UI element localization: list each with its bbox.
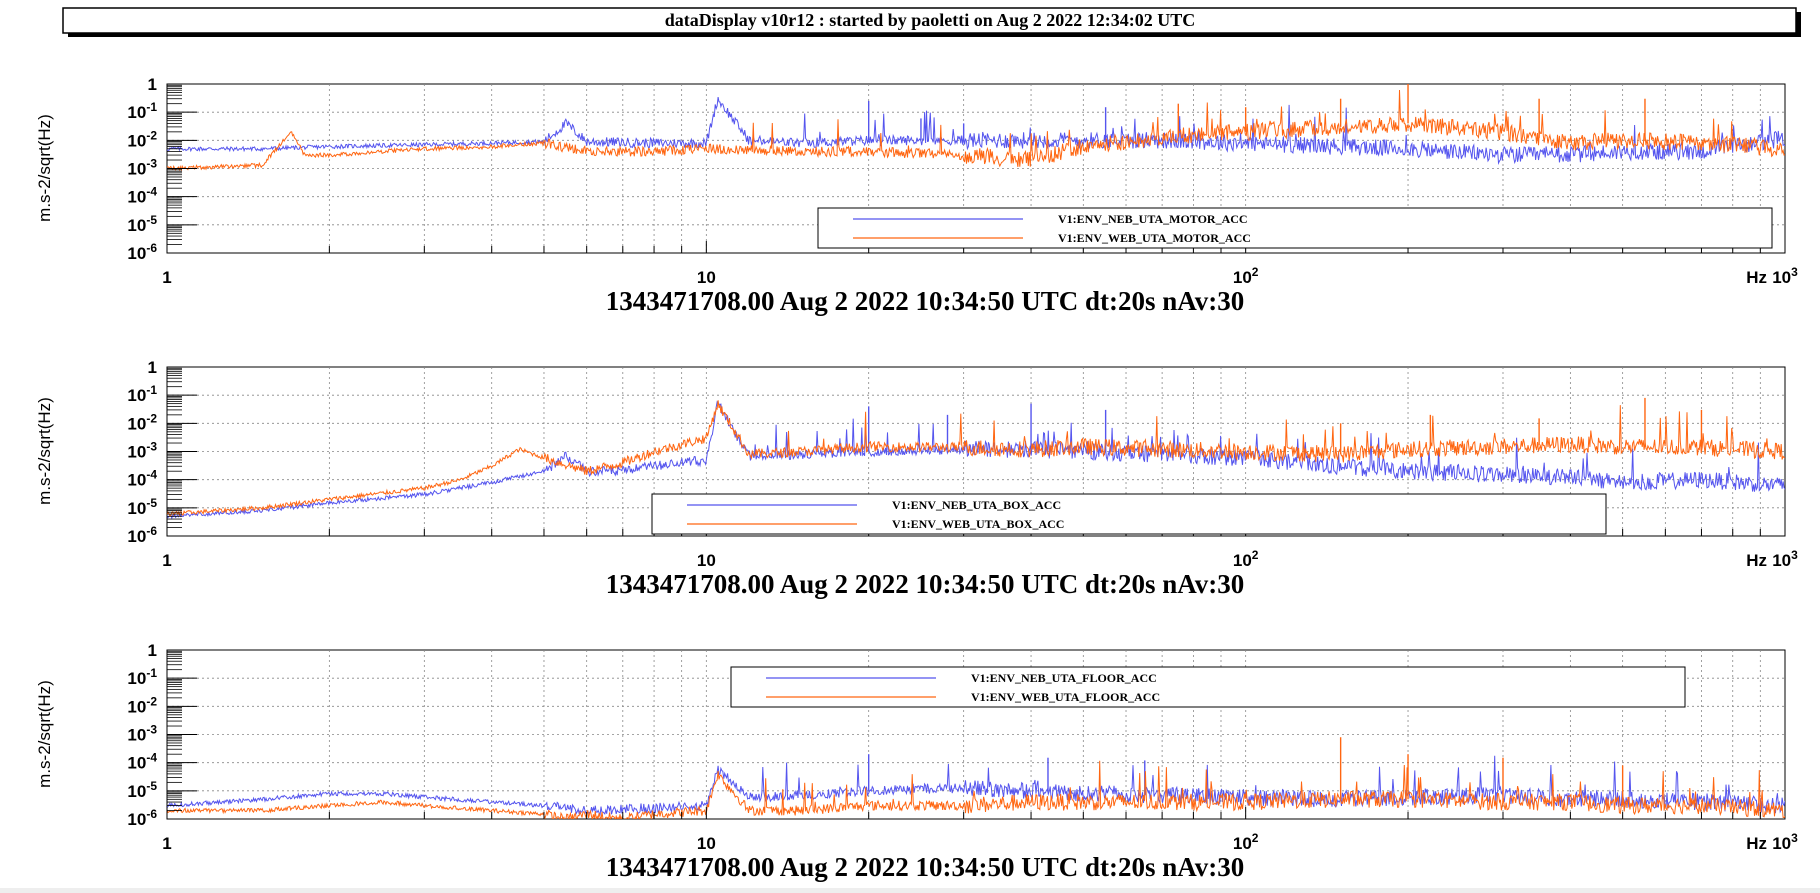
y-tick-label: 10-3 (127, 723, 157, 745)
x-tick-label: 103 (1772, 831, 1798, 853)
x-axis-label: 1343471708.00 Aug 2 2022 10:34:50 UTC dt… (606, 569, 1245, 599)
y-tick-label: 10-5 (127, 496, 157, 518)
y-tick-label: 10-4 (127, 751, 157, 773)
plot-panel-2: 1 10-1 10-2 10-3 10-4 10-5 10-6 1 10 102 103 Hz m.s-… (35, 358, 1798, 599)
y-tick-label: 10-5 (127, 213, 157, 235)
y-tick-label: 10-6 (127, 524, 157, 546)
y-tick-label: 10-2 (127, 694, 157, 716)
legend-entry: V1:ENV_WEB_UTA_BOX_ACC (892, 517, 1064, 531)
y-tick-label: 10-5 (127, 779, 157, 801)
x-tick-label: 102 (1233, 265, 1259, 287)
legend-box (817, 207, 1773, 249)
legend: V1:ENV_NEB_UTA_BOX_ACC V1:ENV_WEB_UTA_BOX… (651, 493, 1607, 535)
y-tick-label: 10-3 (127, 157, 157, 179)
window-title: dataDisplay v10r12 : started by paoletti… (665, 10, 1196, 30)
series-web-line (167, 89, 1785, 172)
y-axis: 1 10-1 10-2 10-3 10-4 10-5 10-6 (127, 75, 197, 263)
x-axis-label: 1343471708.00 Aug 2 2022 10:34:50 UTC dt… (606, 852, 1245, 882)
legend-box (730, 666, 1686, 708)
x-tick-label: 10 (697, 551, 716, 570)
y-axis-label: m.s-2/sqrt(Hz) (35, 680, 54, 788)
x-tick-label: 1 (162, 834, 171, 853)
y-tick-label: 10-2 (127, 411, 157, 433)
legend: V1:ENV_NEB_UTA_FLOOR_ACC V1:ENV_WEB_UTA_F… (730, 666, 1686, 708)
y-tick-label: 10-1 (127, 100, 157, 122)
y-axis: 1 10-1 10-2 10-3 10-4 10-5 10-6 (127, 641, 197, 829)
x-tick-label: 102 (1233, 548, 1259, 570)
series-web-line (167, 400, 1785, 517)
y-tick-label: 10-4 (127, 185, 157, 207)
legend-entry: V1:ENV_NEB_UTA_MOTOR_ACC (1058, 212, 1248, 226)
x-unit-label: Hz (1746, 551, 1767, 570)
series-web-group (167, 397, 1785, 517)
x-tick-label: 10 (697, 834, 716, 853)
series-web-line (167, 760, 1785, 819)
y-axis-label: m.s-2/sqrt(Hz) (35, 397, 54, 505)
y-tick-label: 10-3 (127, 440, 157, 462)
y-tick-label: 10-6 (127, 241, 157, 263)
legend-entry: V1:ENV_WEB_UTA_MOTOR_ACC (1058, 231, 1251, 245)
y-axis-label: m.s-2/sqrt(Hz) (35, 114, 54, 222)
y-tick-label: 1 (148, 641, 157, 660)
x-tick-label: 102 (1233, 831, 1259, 853)
x-tick-label: 103 (1772, 265, 1798, 287)
x-tick-label: 10 (697, 268, 716, 287)
x-axis: 1 10 102 103 Hz (162, 807, 1798, 853)
y-tick-label: 1 (148, 75, 157, 94)
legend-entry: V1:ENV_NEB_UTA_FLOOR_ACC (971, 671, 1157, 685)
x-unit-label: Hz (1746, 834, 1767, 853)
legend-entry: V1:ENV_WEB_UTA_FLOOR_ACC (971, 690, 1160, 704)
plot-panel-3: 1 10-1 10-2 10-3 10-4 10-5 10-6 1 10 102 103 Hz m.s-… (35, 641, 1798, 882)
series-web-group (167, 84, 1785, 172)
y-tick-label: 1 (148, 358, 157, 377)
series-neb-group (167, 97, 1785, 166)
legend-box (651, 493, 1607, 535)
series-neb-line (167, 755, 1785, 817)
bottom-strip (0, 888, 1820, 893)
y-tick-label: 10-6 (127, 807, 157, 829)
x-tick-label: 1 (162, 551, 171, 570)
x-tick-label: 103 (1772, 548, 1798, 570)
y-axis: 1 10-1 10-2 10-3 10-4 10-5 10-6 (127, 358, 197, 546)
x-unit-label: Hz (1746, 268, 1767, 287)
x-tick-label: 1 (162, 268, 171, 287)
series-neb-line (167, 97, 1785, 166)
series-web-group (167, 737, 1785, 819)
y-tick-label: 10-2 (127, 128, 157, 150)
plots-container: 1 10-1 10-2 10-3 10-4 10-5 10-6 1 10 102 103 Hz m.s-… (35, 75, 1798, 882)
y-tick-label: 10-1 (127, 383, 157, 405)
series-neb-line (167, 400, 1785, 520)
legend-entry: V1:ENV_NEB_UTA_BOX_ACC (892, 498, 1061, 512)
y-tick-label: 10-1 (127, 666, 157, 688)
x-axis-label: 1343471708.00 Aug 2 2022 10:34:50 UTC dt… (606, 286, 1245, 316)
y-tick-label: 10-4 (127, 468, 157, 490)
title-bar (62, 7, 1797, 34)
legend: V1:ENV_NEB_UTA_MOTOR_ACC V1:ENV_WEB_UTA_M… (817, 207, 1773, 249)
plot-panel-1: 1 10-1 10-2 10-3 10-4 10-5 10-6 1 10 102 103 Hz m.s-… (35, 75, 1798, 316)
